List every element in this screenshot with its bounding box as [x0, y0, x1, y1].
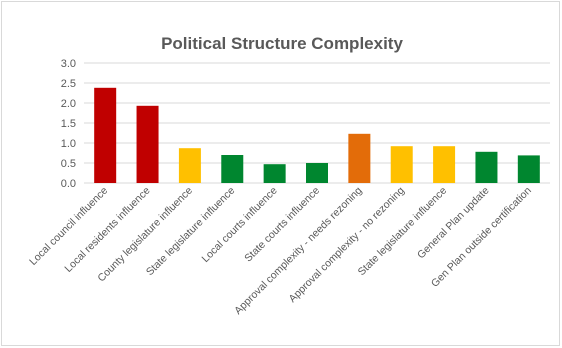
bar: [263, 164, 286, 183]
y-axis-ticks: 0.0 0.5 1.0 1.5 2.0 2.5 3.0: [61, 58, 76, 190]
y-tick-label: 2.5: [61, 78, 76, 90]
bar: [390, 146, 413, 183]
bar: [306, 163, 328, 183]
bar: [94, 87, 117, 183]
bars: [94, 87, 540, 183]
x-category-label: Local courts influence: [199, 185, 279, 265]
bar: [221, 155, 244, 183]
chart-title: Political Structure Complexity: [161, 34, 403, 53]
bar: [433, 146, 456, 183]
x-category-label: Local residents influence: [62, 185, 152, 275]
y-tick-label: 1.5: [61, 118, 76, 130]
bar: [136, 105, 159, 183]
x-category-label: General Plan update: [415, 185, 492, 262]
x-category-label: State courts influence: [242, 185, 322, 265]
bar: [178, 148, 201, 183]
y-tick-label: 3.0: [61, 58, 76, 70]
y-tick-label: 2.0: [61, 98, 76, 110]
bar: [475, 151, 498, 183]
y-tick-label: 0.5: [61, 158, 76, 170]
gridlines: [84, 62, 550, 184]
bar: [517, 155, 540, 183]
y-tick-label: 1.0: [61, 138, 76, 150]
bar: [348, 133, 371, 183]
y-tick-label: 0.0: [61, 178, 76, 190]
x-category-label: Local council influence: [27, 185, 110, 268]
